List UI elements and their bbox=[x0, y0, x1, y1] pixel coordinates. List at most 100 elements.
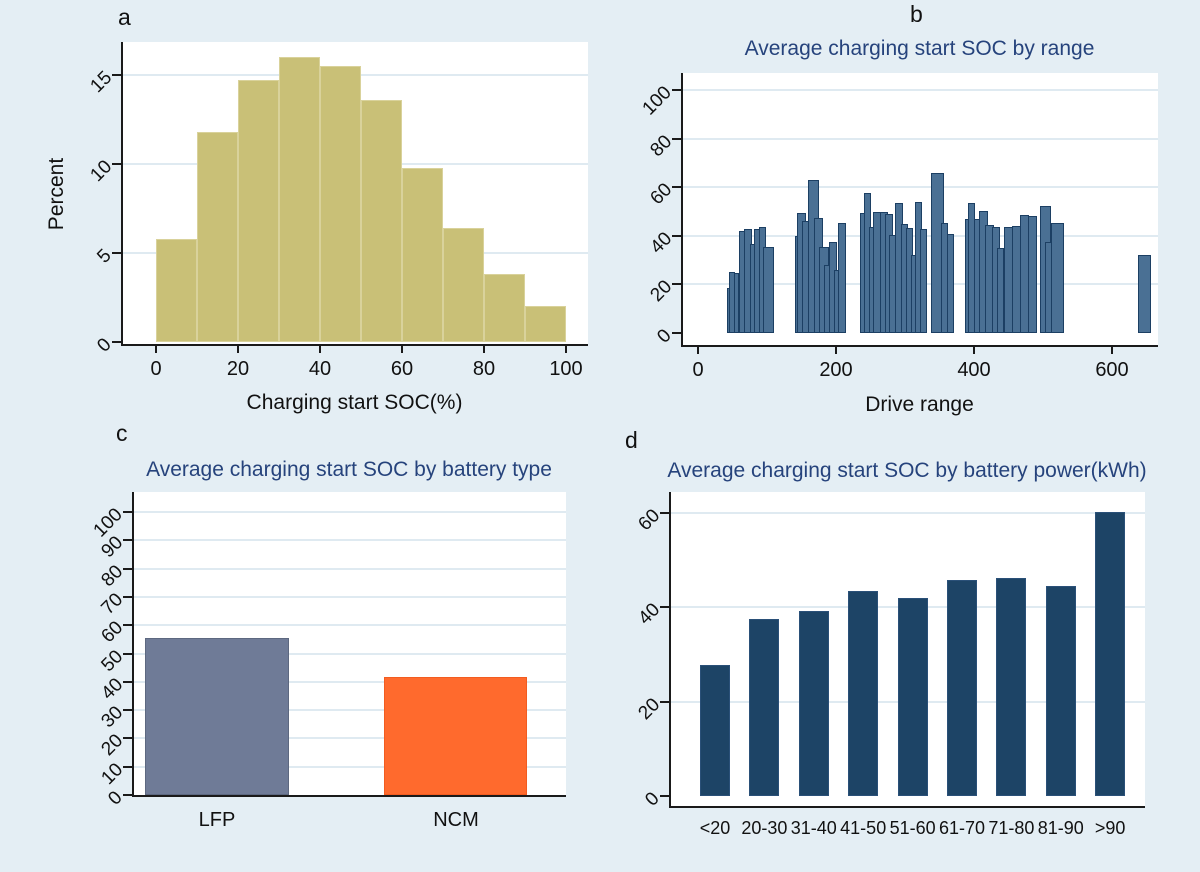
x-axis-tick bbox=[697, 345, 699, 354]
y-axis-tick-label: 60 bbox=[97, 617, 128, 648]
y-axis-tick bbox=[112, 252, 121, 254]
histogram-bar bbox=[361, 99, 402, 342]
y-axis-tick-label: 60 bbox=[634, 505, 665, 535]
range-bar bbox=[1137, 255, 1151, 333]
panel-b-bar-plot: 0 20 40 60 80 100 0 200 400 600 bbox=[639, 73, 1158, 381]
panel-letter-a: a bbox=[118, 4, 131, 30]
y-axis-tick-label: 5 bbox=[93, 245, 117, 268]
battery-power-bar bbox=[897, 597, 928, 796]
gridline bbox=[134, 567, 566, 570]
y-axis-tick-label: 10 bbox=[86, 156, 117, 187]
gridline bbox=[134, 624, 566, 627]
x-axis-tick bbox=[1111, 345, 1113, 354]
panel-a-ylabel: Percent bbox=[45, 157, 68, 231]
panel-letter-d: d bbox=[625, 427, 638, 453]
y-axis-tick bbox=[672, 137, 681, 140]
histogram-bar bbox=[197, 131, 238, 342]
range-bar bbox=[1027, 216, 1037, 333]
x-axis-tick bbox=[973, 345, 975, 354]
battery-type-bar bbox=[145, 637, 289, 795]
battery-power-bar bbox=[1045, 585, 1076, 796]
battery-power-bar bbox=[996, 577, 1027, 796]
gridline bbox=[134, 652, 566, 655]
battery-power-bar bbox=[798, 610, 829, 796]
x-axis-tick-label: 60 bbox=[390, 358, 414, 380]
y-axis-tick bbox=[123, 567, 132, 570]
range-bar bbox=[947, 234, 954, 333]
x-axis-tick-label: 40 bbox=[308, 358, 332, 380]
category-label: 20-30 bbox=[741, 818, 788, 838]
y-axis-tick bbox=[123, 539, 132, 542]
battery-power-bar bbox=[749, 619, 780, 796]
y-axis-tick bbox=[112, 163, 121, 165]
y-axis-tick bbox=[123, 737, 132, 740]
category-label: 31-40 bbox=[790, 818, 837, 838]
y-axis-tick bbox=[123, 511, 132, 513]
category-label: 51-60 bbox=[889, 818, 936, 838]
y-axis-tick bbox=[112, 74, 121, 76]
y-axis-tick bbox=[123, 595, 132, 598]
y-axis-tick bbox=[672, 332, 681, 334]
y-axis-tick bbox=[123, 652, 132, 655]
x-axis-tick bbox=[483, 344, 485, 353]
histogram-bar bbox=[402, 167, 443, 342]
y-axis-tick-label: 30 bbox=[97, 702, 128, 733]
histogram-bar bbox=[320, 66, 361, 342]
panel-b-title: Average charging start SOC by range bbox=[744, 37, 1095, 60]
y-axis-tick bbox=[672, 186, 681, 189]
y-axis-tick-label: 0 bbox=[653, 325, 677, 348]
y-axis-tick bbox=[672, 283, 681, 286]
y-axis-tick-label: 0 bbox=[641, 788, 665, 811]
histogram-bar bbox=[279, 57, 320, 342]
x-axis-tick-label: 100 bbox=[549, 358, 583, 380]
panel-letter-c: c bbox=[116, 420, 128, 446]
y-axis-tick-label: 15 bbox=[86, 67, 117, 98]
range-bar bbox=[920, 229, 928, 333]
y-axis-tick-label: 100 bbox=[89, 504, 128, 542]
x-axis-tick-label: 600 bbox=[1095, 359, 1129, 381]
y-axis-tick-label: 10 bbox=[97, 758, 128, 789]
y-axis-tick-label: 40 bbox=[634, 599, 665, 630]
range-bar bbox=[1051, 222, 1064, 333]
y-axis-tick bbox=[123, 680, 132, 683]
y-axis-tick bbox=[672, 234, 681, 237]
y-axis-tick-label: 0 bbox=[93, 334, 117, 357]
x-axis-tick bbox=[565, 344, 567, 353]
panel-b-xlabel: Drive range bbox=[865, 393, 974, 416]
y-axis-tick bbox=[112, 341, 121, 343]
panel-c-title: Average charging start SOC by battery ty… bbox=[146, 458, 552, 481]
x-axis-tick bbox=[835, 345, 837, 354]
y-axis-tick-label: 20 bbox=[97, 730, 128, 761]
y-axis-tick-label: 20 bbox=[646, 276, 677, 307]
category-label: <20 bbox=[699, 818, 731, 838]
gridline bbox=[683, 89, 1158, 91]
x-axis-tick-label: 0 bbox=[692, 359, 704, 381]
x-axis-tick-label: 20 bbox=[226, 358, 250, 380]
y-axis-tick-label: 50 bbox=[97, 645, 128, 676]
battery-power-bar bbox=[700, 664, 730, 796]
histogram-bar bbox=[443, 228, 484, 342]
gridline bbox=[134, 765, 566, 768]
y-axis-tick bbox=[660, 606, 669, 609]
y-axis-tick bbox=[123, 765, 132, 768]
y-axis-tick-label: 40 bbox=[97, 674, 128, 704]
histogram-bar bbox=[156, 238, 197, 342]
category-label: 71-80 bbox=[988, 818, 1035, 838]
category-label: LFP bbox=[198, 809, 236, 831]
x-axis-tick bbox=[155, 344, 157, 353]
y-axis-tick bbox=[660, 795, 669, 797]
x-axis-tick-label: 200 bbox=[819, 359, 853, 381]
y-axis-tick-label: 70 bbox=[97, 589, 128, 619]
x-axis-tick bbox=[401, 344, 403, 353]
category-label: 81-90 bbox=[1037, 818, 1084, 838]
x-axis-tick bbox=[237, 344, 239, 353]
y-axis-tick bbox=[672, 89, 681, 91]
gridline bbox=[134, 511, 566, 513]
category-label: NCM bbox=[433, 809, 479, 831]
y-axis-tick-label: 40 bbox=[646, 228, 677, 258]
gridline bbox=[683, 137, 1158, 140]
panel-a-histogram-plot: 0 5 10 15 0 20 40 60 80 100 bbox=[86, 42, 588, 380]
range-bar bbox=[997, 247, 1005, 333]
gridline bbox=[134, 737, 566, 740]
